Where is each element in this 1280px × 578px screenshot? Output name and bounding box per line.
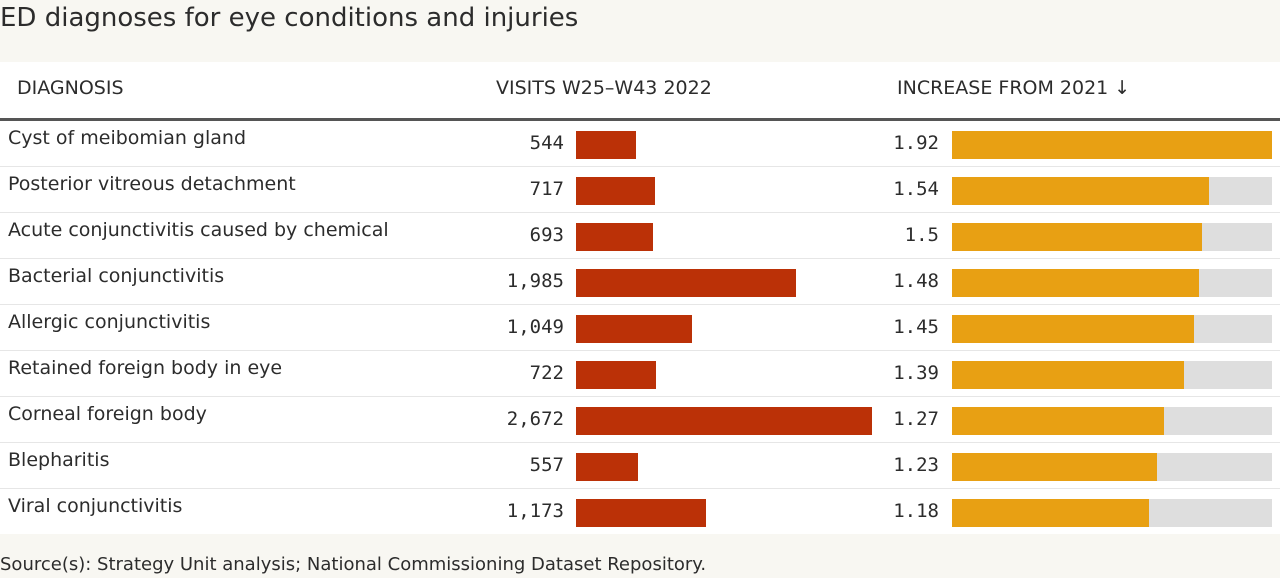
table-row: Blepharitis 557 1.23 xyxy=(0,443,1280,489)
increase-bar xyxy=(952,315,1194,343)
table-row: Acute conjunctivitis caused by chemical 6… xyxy=(0,213,1280,259)
visits-bar xyxy=(576,453,638,481)
increase-bar xyxy=(952,131,1272,159)
visits-value: 1,173 xyxy=(506,500,564,522)
visits-bar xyxy=(576,223,653,251)
column-header-diagnosis[interactable]: DIAGNOSIS xyxy=(17,77,124,99)
increase-bar xyxy=(952,407,1164,435)
column-header-increase[interactable]: INCREASE FROM 2021 ↓ xyxy=(897,77,1131,99)
header-divider xyxy=(0,118,1280,121)
visits-value: 557 xyxy=(529,454,564,476)
increase-bar xyxy=(952,177,1209,205)
increase-bar xyxy=(952,453,1157,481)
diagnosis-name: Blepharitis xyxy=(8,449,110,471)
increase-value: 1.18 xyxy=(893,500,939,522)
increase-value: 1.39 xyxy=(893,362,939,384)
visits-value: 693 xyxy=(529,224,564,246)
visits-bar xyxy=(576,269,796,297)
increase-value: 1.27 xyxy=(893,408,939,430)
chart-title: ED diagnoses for eye conditions and inju… xyxy=(0,3,579,33)
increase-value: 1.45 xyxy=(893,316,939,338)
visits-bar xyxy=(576,177,655,205)
visits-value: 717 xyxy=(529,178,564,200)
visits-bar xyxy=(576,499,706,527)
increase-value: 1.54 xyxy=(893,178,939,200)
visits-value: 544 xyxy=(529,132,564,154)
table-row: Allergic conjunctivitis 1,049 1.45 xyxy=(0,305,1280,351)
diagnosis-name: Allergic conjunctivitis xyxy=(8,311,211,333)
table-row: Viral conjunctivitis 1,173 1.18 xyxy=(0,489,1280,535)
visits-value: 1,049 xyxy=(506,316,564,338)
diagnosis-name: Posterior vitreous detachment xyxy=(8,173,296,195)
visits-bar xyxy=(576,315,692,343)
diagnosis-name: Corneal foreign body xyxy=(8,403,207,425)
table-row: Bacterial conjunctivitis 1,985 1.48 xyxy=(0,259,1280,305)
increase-value: 1.5 xyxy=(904,224,939,246)
visits-bar xyxy=(576,131,636,159)
table-row: Cyst of meibomian gland 544 1.92 xyxy=(0,121,1280,167)
source-note: Source(s): Strategy Unit analysis; Natio… xyxy=(0,554,707,575)
table-header: DIAGNOSIS VISITS W25–W43 2022 INCREASE F… xyxy=(0,62,1280,118)
column-header-visits[interactable]: VISITS W25–W43 2022 xyxy=(496,77,712,99)
increase-bar xyxy=(952,499,1149,527)
increase-value: 1.23 xyxy=(893,454,939,476)
diagnosis-name: Cyst of meibomian gland xyxy=(8,127,247,149)
diagnosis-name: Retained foreign body in eye xyxy=(8,357,283,379)
increase-value: 1.92 xyxy=(893,132,939,154)
visits-value: 722 xyxy=(529,362,564,384)
diagnosis-name: Bacterial conjunctivitis xyxy=(8,265,225,287)
table-row: Posterior vitreous detachment 717 1.54 xyxy=(0,167,1280,213)
increase-bar xyxy=(952,361,1184,389)
visits-value: 1,985 xyxy=(506,270,564,292)
increase-bar xyxy=(952,223,1202,251)
table-row: Corneal foreign body 2,672 1.27 xyxy=(0,397,1280,443)
visits-bar xyxy=(576,361,656,389)
increase-value: 1.48 xyxy=(893,270,939,292)
visits-value: 2,672 xyxy=(506,408,564,430)
diagnosis-name: Viral conjunctivitis xyxy=(8,495,183,517)
table-row: Retained foreign body in eye 722 1.39 xyxy=(0,351,1280,397)
visits-bar xyxy=(576,407,872,435)
data-table: DIAGNOSIS VISITS W25–W43 2022 INCREASE F… xyxy=(0,62,1280,534)
diagnosis-name: Acute conjunctivitis caused by chemical xyxy=(8,219,389,241)
increase-bar xyxy=(952,269,1199,297)
